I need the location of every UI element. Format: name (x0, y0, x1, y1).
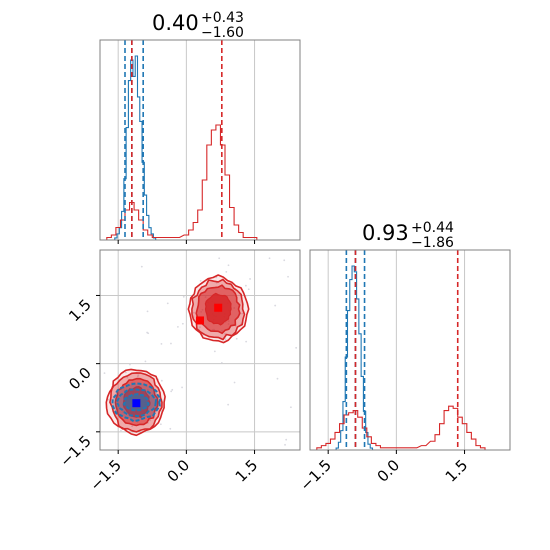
joint-sample-point (227, 264, 230, 267)
joint-sample-point (241, 312, 244, 315)
joint-sample-point (235, 337, 238, 340)
title-param2-median: 0.93 (362, 221, 409, 245)
joint-content (103, 257, 298, 446)
marginal2-xtick-label-0: −1.5 (297, 456, 335, 494)
joint-sample-point (160, 342, 163, 345)
joint-sample-point (149, 419, 151, 422)
joint-sample-point (170, 342, 172, 345)
joint-sample-point (147, 332, 150, 335)
joint-sample-point (287, 275, 289, 278)
marginal2-frame (309, 249, 511, 451)
joint-sample-point (225, 270, 228, 273)
marginal2-xtick-label-1: 0.0 (374, 456, 404, 486)
joint-xtick-label-1: 0.0 (164, 456, 194, 486)
joint-sample-point (125, 371, 127, 374)
joint-sample-point (218, 257, 221, 260)
joint-sample-point (131, 425, 134, 428)
joint-sample-point (289, 406, 292, 409)
joint-sample-point (274, 304, 277, 307)
joint-sample-point (181, 386, 183, 389)
joint-sample-point (181, 322, 184, 325)
joint-sample-point (166, 302, 169, 305)
joint-sample-point (249, 278, 251, 280)
title-param2-upper: +0.44 (411, 220, 454, 236)
joint-sample-point (199, 280, 202, 282)
joint-sample-point (182, 295, 185, 298)
joint-sample-point (284, 443, 286, 446)
joint-sample-point (169, 427, 172, 430)
joint-sample-point (137, 374, 140, 377)
joint-marker-red-1 (214, 303, 223, 312)
joint-sample-point (276, 377, 279, 380)
joint-frame (99, 249, 301, 451)
joint-sample-point (220, 361, 223, 364)
joint-sample-point (176, 325, 179, 328)
marginal2-red-histogram (316, 405, 486, 450)
joint-sample-point (247, 288, 250, 291)
joint-sample-point (140, 265, 143, 268)
marginal1-blue-histogram (114, 55, 157, 240)
joint-sample-point (227, 403, 230, 406)
joint-ytick-label-1: 0.0 (65, 364, 95, 394)
marginal2-blue-histogram (335, 265, 374, 450)
joint-sample-point (129, 363, 131, 366)
joint-sample-point (171, 388, 174, 391)
joint-xtick-label-0: −1.5 (87, 456, 125, 494)
joint-sample-point (224, 332, 226, 335)
marginal1-frame (99, 39, 301, 241)
joint-sample-point (159, 423, 162, 426)
title-param1-median: 0.40 (152, 11, 199, 35)
joint-sample-point (170, 390, 173, 393)
joint-sample-point (103, 372, 106, 375)
joint-marker-red-0 (196, 316, 204, 325)
joint-sample-point (144, 360, 147, 363)
joint-sample-point (233, 381, 236, 384)
joint-sample-point (126, 376, 129, 379)
joint-sample-point (160, 379, 163, 382)
joint-sample-point (213, 350, 216, 353)
title-param1-lower: −1.60 (201, 25, 244, 41)
joint-ytick-label-0: −1.5 (56, 432, 94, 470)
title-param1-upper: +0.43 (201, 10, 244, 26)
joint-ytick-label-2: 1.5 (65, 296, 95, 326)
joint-sample-point (245, 294, 248, 297)
joint-xtick-label-2: 1.5 (232, 456, 262, 486)
joint-sample-point (199, 326, 201, 329)
joint-sample-point (136, 375, 139, 378)
joint-sample-point (146, 310, 149, 313)
joint-sample-point (268, 257, 271, 260)
marginal1-red-histogram (106, 124, 258, 240)
joint-sample-point (283, 259, 286, 262)
joint-sample-point (285, 438, 288, 441)
joint-sample-point (295, 346, 298, 349)
joint-sample-point (224, 338, 227, 341)
joint-sample-point (193, 311, 195, 314)
joint-sample-point (120, 429, 122, 432)
joint-marker-blue-2 (132, 399, 141, 408)
marginal2-xtick-label-2: 1.5 (442, 456, 472, 486)
joint-sample-point (244, 284, 247, 287)
joint-sample-point (245, 340, 248, 343)
title-param2-lower: −1.86 (411, 235, 454, 251)
